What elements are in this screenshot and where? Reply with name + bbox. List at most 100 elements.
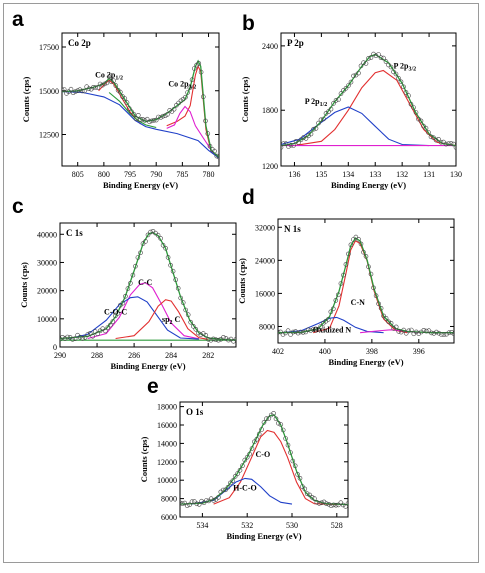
data-marker	[66, 89, 71, 94]
data-marker	[285, 442, 291, 448]
data-marker	[103, 328, 108, 334]
data-marker	[278, 422, 284, 427]
data-marker	[249, 446, 255, 451]
data-marker	[368, 271, 374, 277]
component-peak-red	[313, 240, 408, 334]
x-tick-label: 130	[450, 170, 462, 179]
panel-title: P 2p	[287, 38, 304, 48]
data-marker	[388, 320, 394, 326]
data-marker	[453, 145, 456, 150]
data-marker	[313, 326, 319, 332]
plot-area	[60, 229, 236, 344]
data-marker	[82, 88, 87, 94]
data-marker	[165, 112, 170, 117]
data-marker	[211, 336, 216, 342]
data-marker	[143, 239, 148, 244]
data-marker	[91, 85, 96, 90]
data-marker	[326, 501, 332, 507]
data-marker	[162, 113, 168, 118]
data-marker	[330, 306, 336, 312]
peak-annotation: C-C	[138, 278, 152, 287]
data-marker	[127, 106, 132, 111]
data-marker	[283, 141, 289, 146]
data-marker	[381, 55, 386, 61]
data-marker	[129, 109, 134, 114]
data-marker	[368, 55, 374, 60]
data-marker	[446, 330, 452, 336]
data-marker	[383, 59, 389, 64]
data-marker	[429, 330, 434, 336]
panel-letter-c: c	[12, 195, 24, 218]
peak-annotation: C-O	[256, 450, 271, 459]
data-marker	[396, 329, 402, 334]
data-marker	[271, 411, 276, 416]
data-marker	[133, 116, 139, 121]
x-tick-label: 133	[369, 170, 381, 179]
data-marker	[343, 86, 349, 91]
data-marker	[198, 332, 204, 338]
data-marker	[226, 337, 231, 343]
data-marker	[333, 502, 339, 508]
data-marker	[297, 475, 303, 481]
data-marker	[252, 439, 257, 445]
data-marker	[421, 327, 427, 333]
data-marker	[416, 331, 422, 336]
data-marker	[201, 94, 206, 99]
data-marker	[341, 272, 346, 278]
data-marker	[321, 116, 326, 122]
data-marker	[136, 113, 141, 118]
data-marker	[165, 255, 171, 260]
x-axis-label: Binding Energy (eV)	[328, 357, 403, 367]
data-marker	[244, 454, 250, 460]
data-marker	[194, 501, 200, 507]
data-marker	[358, 63, 364, 69]
data-marker	[193, 326, 199, 332]
data-marker	[316, 501, 322, 506]
x-tick-label: 790	[150, 170, 162, 179]
panel-e: e 534 532 530 528 6000 8000 10000 12000 14000 1600…	[139, 375, 349, 541]
data-marker	[106, 74, 112, 79]
panel-title: N 1s	[284, 224, 301, 234]
data-marker	[418, 118, 424, 124]
data-marker	[431, 331, 437, 336]
data-marker	[85, 332, 90, 337]
data-marker	[128, 280, 133, 286]
data-marker	[298, 329, 303, 335]
peak-annotation: Co 2p3/2	[168, 79, 196, 90]
data-marker	[300, 484, 305, 489]
data-marker	[328, 309, 334, 315]
data-marker	[196, 61, 202, 66]
data-marker	[95, 85, 101, 90]
data-marker	[266, 416, 272, 421]
data-marker	[340, 502, 346, 508]
data-marker	[443, 141, 449, 147]
data-marker	[451, 331, 454, 337]
data-marker	[338, 91, 344, 96]
x-tick-label: 402	[272, 347, 284, 356]
plot-frame	[280, 32, 457, 167]
data-marker	[72, 336, 78, 342]
x-tick-label: 530	[286, 521, 298, 530]
y-tick-label: 30000	[37, 258, 57, 267]
data-marker	[80, 336, 85, 341]
data-marker	[203, 332, 209, 338]
data-marker	[346, 251, 351, 257]
data-marker	[206, 336, 211, 342]
data-marker	[199, 498, 204, 504]
data-marker	[87, 330, 93, 336]
data-marker	[378, 55, 384, 61]
data-marker	[237, 467, 243, 473]
data-marker	[230, 478, 236, 484]
data-marker	[451, 141, 456, 147]
data-marker	[281, 145, 284, 150]
data-marker	[191, 323, 196, 329]
data-marker	[386, 319, 391, 325]
peak-annotation: C-O-C	[104, 308, 127, 317]
data-marker	[276, 420, 281, 426]
panel-letter-d: d	[242, 186, 255, 209]
x-tick-label: 134	[342, 170, 354, 179]
data-marker	[149, 118, 154, 124]
data-marker	[168, 262, 173, 268]
x-tick-label: 795	[124, 170, 136, 179]
y-axis-label: Counts (cps)	[19, 262, 29, 308]
